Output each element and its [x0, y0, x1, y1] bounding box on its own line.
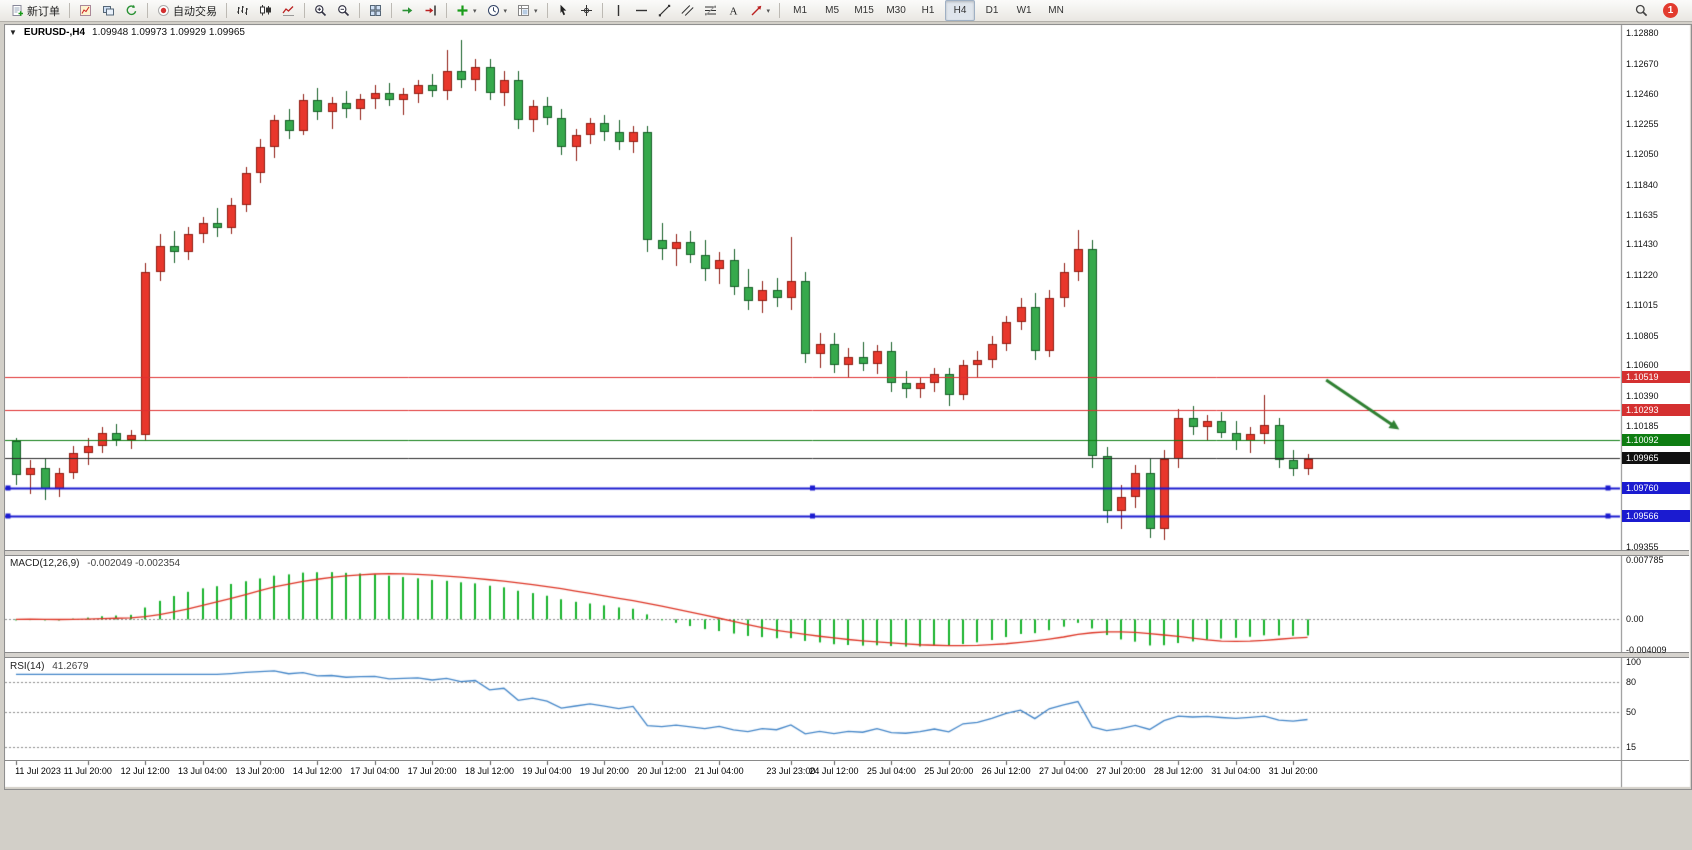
auto-scroll-button[interactable] — [397, 0, 418, 21]
notification-badge[interactable]: 1 — [1663, 3, 1678, 18]
arrows-button[interactable]: ▾ — [746, 0, 775, 21]
candles-icon — [259, 4, 272, 17]
timeframe-h1-button[interactable]: H1 — [921, 5, 935, 16]
channel-icon — [680, 4, 694, 17]
toolbar-separator — [779, 3, 781, 18]
dropdown-arrow-icon: ▾ — [534, 7, 538, 15]
dropdown-arrow-icon: ▾ — [473, 7, 477, 15]
new-chart-icon — [79, 4, 92, 17]
crosshair-icon — [580, 4, 593, 17]
search-icon — [1635, 4, 1648, 17]
auto-scroll-icon — [401, 4, 414, 17]
autotrading-label: 自动交易 — [173, 5, 217, 18]
bar-chart-mode-button[interactable] — [232, 0, 253, 21]
chart-shift-icon — [424, 4, 437, 17]
vline-icon — [612, 4, 625, 17]
trendline-button[interactable] — [654, 0, 675, 21]
toolbar-separator — [391, 3, 392, 18]
channel-button[interactable] — [677, 0, 698, 21]
toolbar-separator — [359, 3, 360, 18]
line-chart-mode-button[interactable] — [278, 0, 299, 21]
svg-text:A: A — [729, 6, 737, 18]
toolbar-right-group: 1 — [1630, 0, 1686, 21]
new-order-button[interactable]: 新订单 — [7, 0, 64, 21]
timeframe-d1-button[interactable]: D1 — [985, 5, 999, 16]
candlestick-mode-button[interactable] — [255, 0, 276, 21]
clock-icon — [487, 4, 500, 17]
refresh-icon — [125, 4, 138, 17]
autotrading-button[interactable]: 自动交易 — [153, 0, 221, 21]
zoom-out-button[interactable] — [333, 0, 354, 21]
toolbar-separator — [304, 3, 305, 18]
line-chart-icon — [282, 4, 295, 17]
templates-button[interactable]: ▾ — [513, 0, 542, 21]
toolbar-separator — [147, 3, 148, 18]
dropdown-arrow-icon: ▾ — [766, 7, 771, 15]
arrows-icon — [750, 4, 763, 17]
toolbar-separator — [601, 3, 603, 18]
horizontal-line-button[interactable] — [631, 0, 652, 21]
crosshair-button[interactable] — [576, 0, 597, 21]
toolbar-separator — [69, 3, 70, 18]
zoom-out-icon — [337, 4, 350, 17]
bar-chart-icon — [236, 4, 249, 17]
zoom-in-button[interactable] — [310, 0, 331, 21]
text-icon: A — [727, 4, 740, 18]
indicators-icon — [456, 4, 469, 17]
zoom-in-icon — [314, 4, 327, 17]
refresh-button[interactable] — [121, 0, 142, 21]
hline-icon — [635, 4, 648, 17]
toolbar-separator — [446, 3, 447, 18]
tile-icon — [369, 4, 382, 17]
profiles-button[interactable] — [98, 0, 119, 21]
template-icon — [517, 4, 530, 17]
timeframe-m5-button[interactable]: M5 — [825, 5, 840, 16]
autotrading-icon — [157, 4, 170, 17]
fibonacci-icon — [704, 4, 717, 17]
text-button[interactable]: A — [723, 0, 744, 21]
indicators-button[interactable]: ▾ — [452, 0, 481, 21]
search-button[interactable] — [1631, 0, 1652, 21]
fibonacci-button[interactable] — [700, 0, 721, 21]
trendline-icon — [658, 4, 671, 17]
timeframe-h4-button[interactable]: H4 — [945, 0, 976, 21]
cursor-button[interactable] — [553, 0, 574, 21]
timeframe-m30-button[interactable]: M30 — [886, 5, 906, 16]
periods-button[interactable]: ▾ — [483, 0, 512, 21]
timeframe-m15-button[interactable]: M15 — [854, 5, 874, 16]
chart-shift-button[interactable] — [420, 0, 441, 21]
timeframe-w1-button[interactable]: W1 — [1016, 5, 1032, 16]
new-order-icon — [11, 4, 24, 17]
timeframe-mn-button[interactable]: MN — [1048, 5, 1064, 16]
dropdown-arrow-icon: ▾ — [503, 7, 508, 15]
tile-windows-button[interactable] — [365, 0, 386, 21]
cursor-icon — [557, 4, 570, 17]
vertical-line-button[interactable] — [608, 0, 629, 21]
new-order-label: 新订单 — [27, 5, 60, 18]
new-chart-button[interactable] — [75, 0, 96, 21]
timeframe-m1-button[interactable]: M1 — [793, 5, 808, 16]
toolbar-separator — [226, 3, 227, 18]
toolbar-separator — [546, 3, 548, 18]
profiles-icon — [102, 4, 115, 17]
main-toolbar: 新订单 自动交易 ▾ ▾ ▾ A ▾ M1 M5 M15 M30 H1 H4 D1 W1 MN 1 — [0, 0, 1692, 22]
